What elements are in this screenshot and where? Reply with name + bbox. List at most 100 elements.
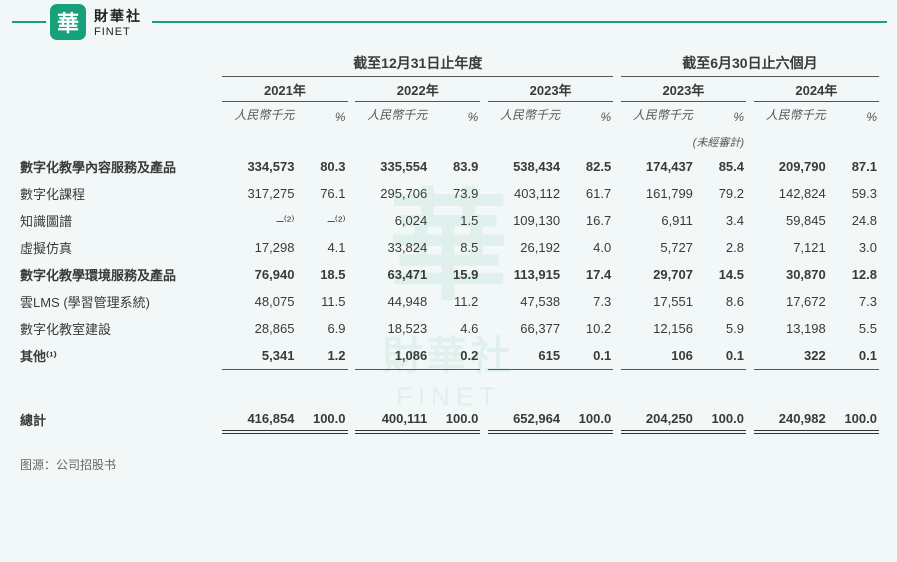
cell-value: 204,250	[621, 404, 695, 432]
row-label: 數字化教學環境服務及產品	[18, 261, 222, 288]
cell-pct: 76.1	[296, 180, 347, 207]
pct-h2023: %	[695, 102, 746, 132]
unit-h2024: 人民幣千元	[754, 102, 828, 132]
cell-value: 1,086	[355, 342, 429, 369]
unit-2021: 人民幣千元	[222, 102, 296, 132]
cell-value: 63,471	[355, 261, 429, 288]
cell-value: 538,434	[488, 153, 562, 180]
table-row-r6: 雲LMS (學習管理系統)48,07511.544,94811.247,5387…	[18, 288, 879, 315]
logo-badge: 華	[50, 4, 86, 40]
logo-line-left	[12, 21, 46, 23]
logo-text-block: 財華社 FINET	[94, 6, 142, 38]
cell-pct: 59.3	[828, 180, 879, 207]
logo-en: FINET	[94, 26, 142, 38]
year-2021: 2021年	[222, 77, 347, 102]
financial-table-wrap: 截至12月31日止年度 截至6月30日止六個月 2021年 2022年 2023…	[0, 40, 897, 438]
cell-value: 7,121	[754, 234, 828, 261]
unit-header-row: 人民幣千元 % 人民幣千元 % 人民幣千元 % 人民幣千元 % 人民幣千元 %	[18, 102, 879, 132]
row-label: 虛擬仿真	[18, 234, 222, 261]
cell-value: 30,870	[754, 261, 828, 288]
row-label: 數字化教室建設	[18, 315, 222, 342]
cell-pct: 24.8	[828, 207, 879, 234]
cell-pct: 16.7	[562, 207, 613, 234]
cell-value: 33,824	[355, 234, 429, 261]
cell-value: 335,554	[355, 153, 429, 180]
cell-value: 174,437	[621, 153, 695, 180]
unaudited-note: (未經審計)	[621, 131, 746, 153]
year-header-row: 2021年 2022年 2023年 2023年 2024年	[18, 77, 879, 102]
row-label: 總計	[18, 404, 222, 432]
cell-value: 29,707	[621, 261, 695, 288]
cell-pct: 1.5	[429, 207, 480, 234]
cell-pct: 73.9	[429, 180, 480, 207]
cell-value: 13,198	[754, 315, 828, 342]
cell-pct: 82.5	[562, 153, 613, 180]
cell-pct: 8.5	[429, 234, 480, 261]
cell-value: 240,982	[754, 404, 828, 432]
cell-pct: 61.7	[562, 180, 613, 207]
cell-value: 47,538	[488, 288, 562, 315]
pct-2023: %	[562, 102, 613, 132]
cell-pct: 5.9	[695, 315, 746, 342]
year-2023: 2023年	[488, 77, 613, 102]
row-label: 數字化課程	[18, 180, 222, 207]
cell-pct: 100.0	[695, 404, 746, 432]
year-2022: 2022年	[355, 77, 480, 102]
table-body: 數字化教學內容服務及產品334,57380.3335,55483.9538,43…	[18, 153, 879, 432]
cell-value: 17,298	[222, 234, 296, 261]
cell-pct: 0.1	[562, 342, 613, 369]
cell-pct: 14.5	[695, 261, 746, 288]
table-row-r3: 知識圖譜–⁽²⁾–⁽²⁾6,0241.5109,13016.76,9113.45…	[18, 207, 879, 234]
cell-value: 106	[621, 342, 695, 369]
cell-pct: 3.0	[828, 234, 879, 261]
source-note: 图源：公司招股书	[0, 438, 897, 473]
cell-pct: 0.1	[695, 342, 746, 369]
cell-pct: 83.9	[429, 153, 480, 180]
cell-value: 59,845	[754, 207, 828, 234]
cell-value: 400,111	[355, 404, 429, 432]
cell-pct: 1.2	[296, 342, 347, 369]
cell-pct: 7.3	[828, 288, 879, 315]
cell-value: 416,854	[222, 404, 296, 432]
pct-h2024: %	[828, 102, 879, 132]
cell-pct: 5.5	[828, 315, 879, 342]
cell-value: –⁽²⁾	[222, 207, 296, 234]
table-row-r7: 數字化教室建設28,8656.918,5234.666,37710.212,15…	[18, 315, 879, 342]
cell-value: 295,706	[355, 180, 429, 207]
cell-pct: 17.4	[562, 261, 613, 288]
cell-value: 615	[488, 342, 562, 369]
cell-value: 17,551	[621, 288, 695, 315]
cell-pct: 100.0	[828, 404, 879, 432]
cell-pct: 12.8	[828, 261, 879, 288]
row-label: 雲LMS (學習管理系統)	[18, 288, 222, 315]
cell-pct: 100.0	[296, 404, 347, 432]
logo-cn: 財華社	[94, 6, 142, 26]
unaudited-row: (未經審計)	[18, 131, 879, 153]
table-row-total: 總計416,854100.0400,111100.0652,964100.020…	[18, 404, 879, 432]
cell-value: 5,341	[222, 342, 296, 369]
cell-pct: 8.6	[695, 288, 746, 315]
cell-value: 403,112	[488, 180, 562, 207]
period-interim: 截至6月30日止六個月	[621, 50, 879, 77]
cell-value: 161,799	[621, 180, 695, 207]
cell-pct: 6.9	[296, 315, 347, 342]
cell-pct: 11.5	[296, 288, 347, 315]
cell-pct: 79.2	[695, 180, 746, 207]
period-header-row: 截至12月31日止年度 截至6月30日止六個月	[18, 50, 879, 77]
cell-value: 76,940	[222, 261, 296, 288]
spacer-row	[18, 369, 879, 404]
period-annual: 截至12月31日止年度	[222, 50, 613, 77]
cell-pct: 87.1	[828, 153, 879, 180]
cell-value: 26,192	[488, 234, 562, 261]
unit-2023: 人民幣千元	[488, 102, 562, 132]
cell-value: 66,377	[488, 315, 562, 342]
cell-pct: 2.8	[695, 234, 746, 261]
cell-value: 18,523	[355, 315, 429, 342]
cell-value: 6,024	[355, 207, 429, 234]
logo-line-right	[152, 21, 887, 23]
half-2024: 2024年	[754, 77, 879, 102]
row-label: 知識圖譜	[18, 207, 222, 234]
cell-pct: 3.4	[695, 207, 746, 234]
cell-pct: 0.1	[828, 342, 879, 369]
cell-pct: 10.2	[562, 315, 613, 342]
